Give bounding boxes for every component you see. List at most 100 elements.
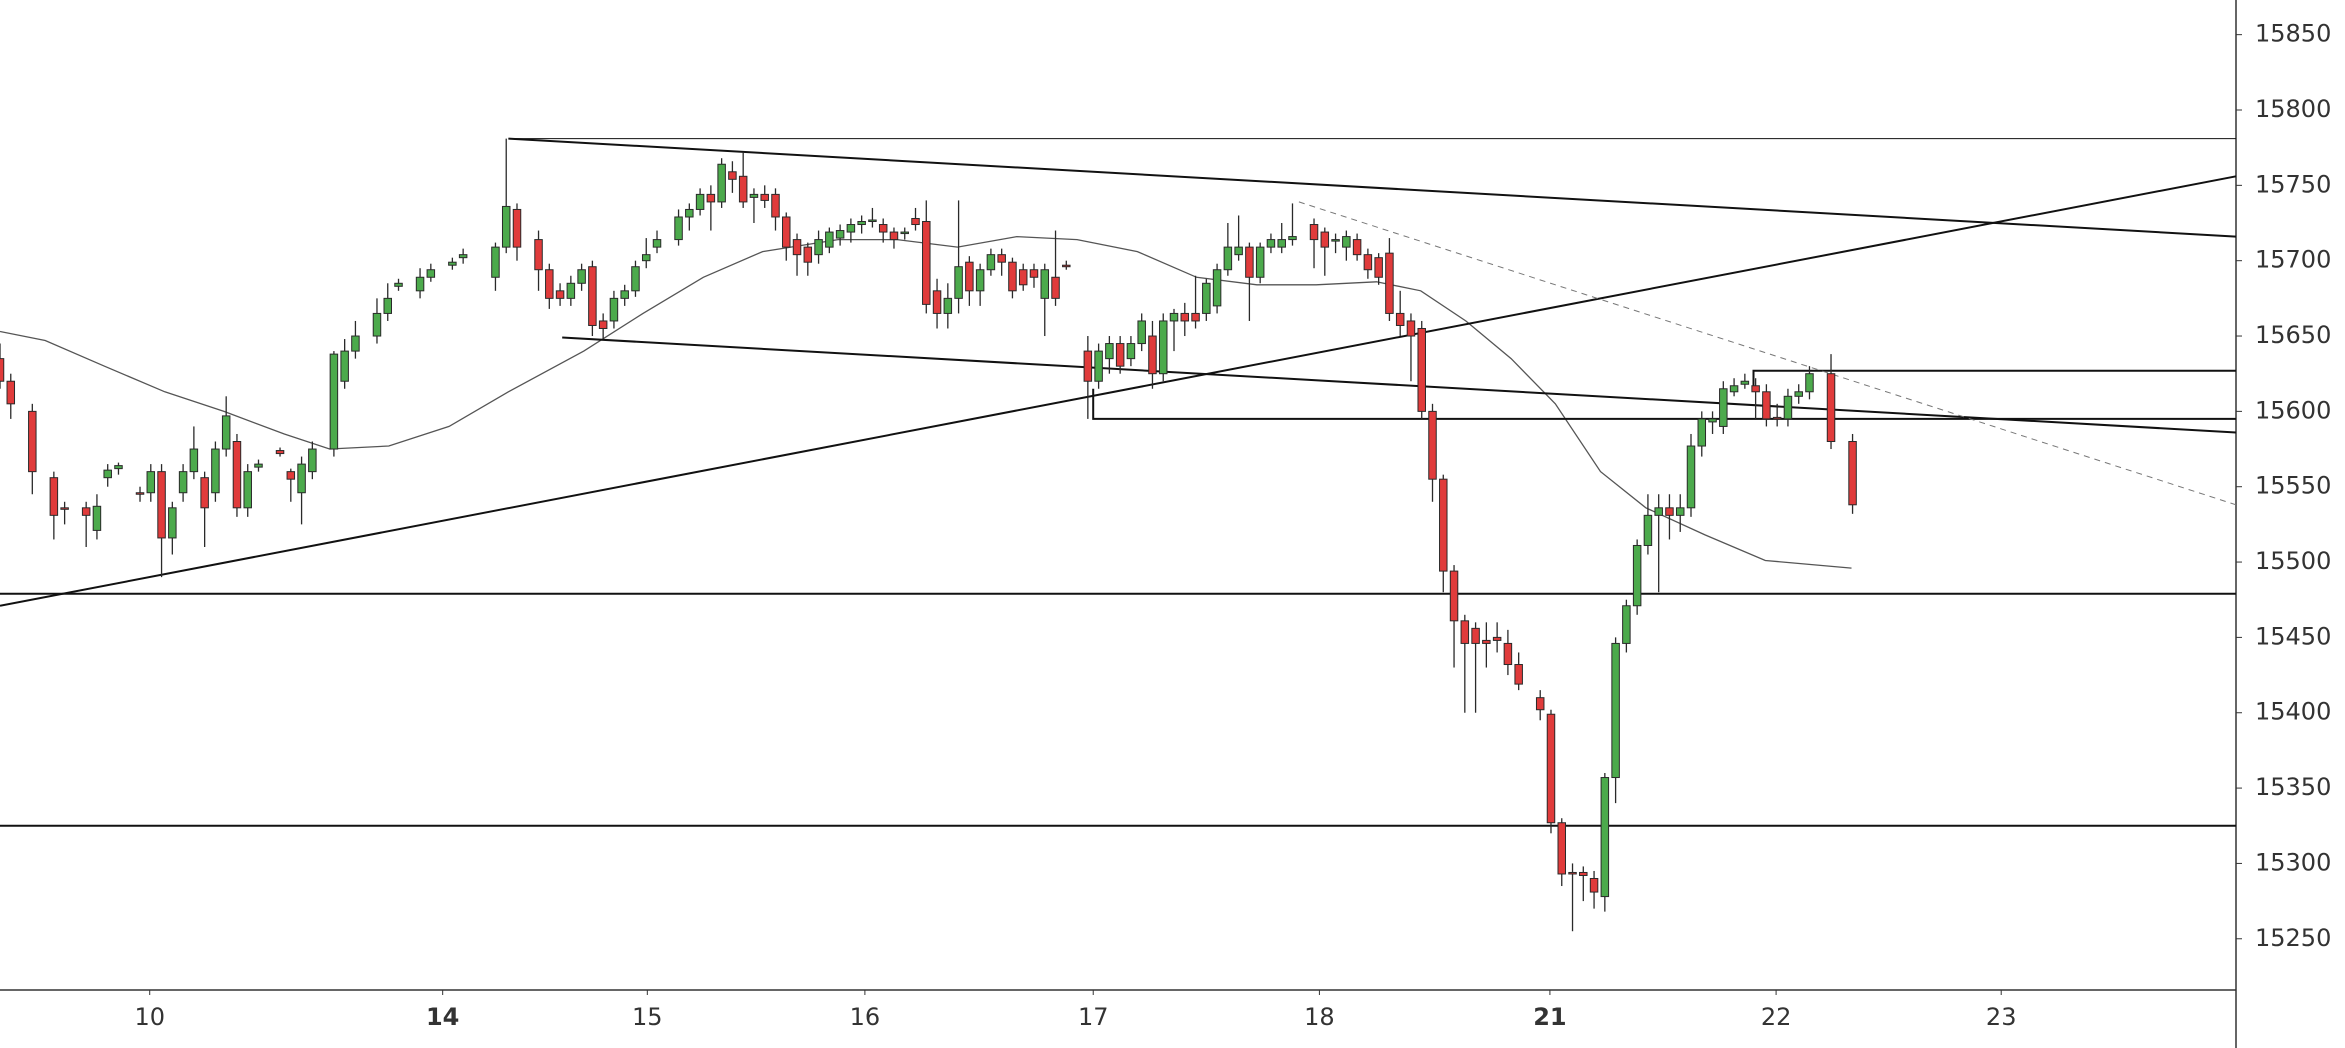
candle-body xyxy=(372,312,382,337)
candle-body xyxy=(135,492,145,495)
candle-body xyxy=(1169,312,1179,322)
candle-body xyxy=(297,463,306,494)
candle-body xyxy=(1126,343,1136,360)
candle-body xyxy=(857,221,866,226)
candle-body xyxy=(1342,236,1351,248)
y-tick-label: 15600 xyxy=(2255,396,2331,424)
candle-body xyxy=(415,276,425,292)
candle-body xyxy=(1428,410,1437,480)
candle-body xyxy=(1751,385,1760,393)
candle-body xyxy=(1557,822,1567,875)
candle-body xyxy=(426,269,436,278)
candle-body xyxy=(1492,636,1502,641)
y-tick-label: 15550 xyxy=(2255,472,2331,500)
candle-body xyxy=(835,230,845,239)
candle-body xyxy=(1277,239,1286,248)
candle-body xyxy=(728,171,737,180)
candle-body xyxy=(1320,231,1330,248)
candle-body xyxy=(749,193,759,198)
candle-body xyxy=(1331,239,1340,242)
candle-body xyxy=(922,221,931,305)
candle-body xyxy=(1772,416,1782,420)
candle-body xyxy=(1212,269,1222,307)
candle-body xyxy=(545,269,554,299)
candle-body xyxy=(157,471,166,539)
candle-body xyxy=(1439,478,1448,572)
candle-body xyxy=(1137,320,1146,345)
candle-body xyxy=(1643,514,1653,546)
candle-body xyxy=(792,239,802,256)
x-tick-label: 14 xyxy=(426,1003,459,1031)
candle-body xyxy=(943,297,953,314)
candle-body xyxy=(211,448,220,494)
candle-body xyxy=(782,216,791,248)
candle-body xyxy=(965,261,974,292)
candle-body xyxy=(1191,312,1200,322)
candle-body xyxy=(1255,246,1265,278)
candle-body xyxy=(168,507,177,539)
candle-body xyxy=(1094,350,1103,382)
candle-body xyxy=(1826,373,1836,443)
candle-body xyxy=(814,239,823,256)
candle-body xyxy=(889,231,899,241)
moving-average xyxy=(0,235,1852,569)
candle-body xyxy=(1579,871,1588,876)
candle-body xyxy=(1029,269,1039,278)
candle-body xyxy=(114,465,123,470)
candle-body xyxy=(1783,395,1793,420)
candle-body xyxy=(501,205,511,248)
candle-body xyxy=(1805,373,1814,393)
candle-body xyxy=(1062,264,1071,268)
candle-body xyxy=(717,163,726,203)
candle-body xyxy=(81,507,91,516)
y-tick-label: 15400 xyxy=(2255,698,2331,726)
candle-body xyxy=(1266,239,1276,248)
candle-body xyxy=(1352,239,1362,256)
candle-body xyxy=(275,450,285,455)
y-tick-label: 15800 xyxy=(2255,95,2331,123)
candle-body xyxy=(1665,507,1674,516)
candle-body xyxy=(997,254,1006,263)
candle-body xyxy=(1729,385,1739,393)
candle-body xyxy=(685,208,694,218)
candle-body xyxy=(598,320,608,329)
candle-body xyxy=(1288,236,1297,241)
candle-body xyxy=(448,261,457,266)
y-tick-label: 15350 xyxy=(2255,773,2331,801)
candle-body xyxy=(178,471,188,494)
x-tick-label: 22 xyxy=(1761,1003,1792,1031)
candle-body xyxy=(1514,664,1523,685)
x-tick-label: 16 xyxy=(850,1003,881,1031)
candle-body xyxy=(1794,391,1803,397)
candle-body xyxy=(232,441,242,509)
candle-body xyxy=(1611,642,1620,779)
candle-body xyxy=(878,224,888,233)
candle-body xyxy=(1374,257,1383,278)
candle-body xyxy=(512,208,522,248)
candle-body xyxy=(695,193,705,210)
y-tick-label: 15500 xyxy=(2255,547,2331,575)
candle-body xyxy=(1654,507,1663,516)
y-tick-label: 15450 xyxy=(2255,622,2331,650)
candle-body xyxy=(383,297,392,314)
candle-body xyxy=(738,175,748,203)
candle-body xyxy=(340,350,349,382)
candle-body xyxy=(609,297,619,322)
candle-body xyxy=(491,246,500,278)
candle-body xyxy=(1417,327,1426,412)
candle-body xyxy=(92,505,102,531)
candle-body xyxy=(706,193,716,203)
candle-body xyxy=(1719,388,1728,427)
candle-body xyxy=(189,448,199,473)
candle-body xyxy=(1449,570,1459,622)
candle-body xyxy=(620,290,629,299)
candle-body xyxy=(1008,261,1017,292)
candle-body xyxy=(1245,246,1254,278)
candle-body xyxy=(534,239,543,271)
candle-body xyxy=(1105,343,1114,360)
candle-body xyxy=(566,282,576,299)
candle-body xyxy=(49,477,59,516)
